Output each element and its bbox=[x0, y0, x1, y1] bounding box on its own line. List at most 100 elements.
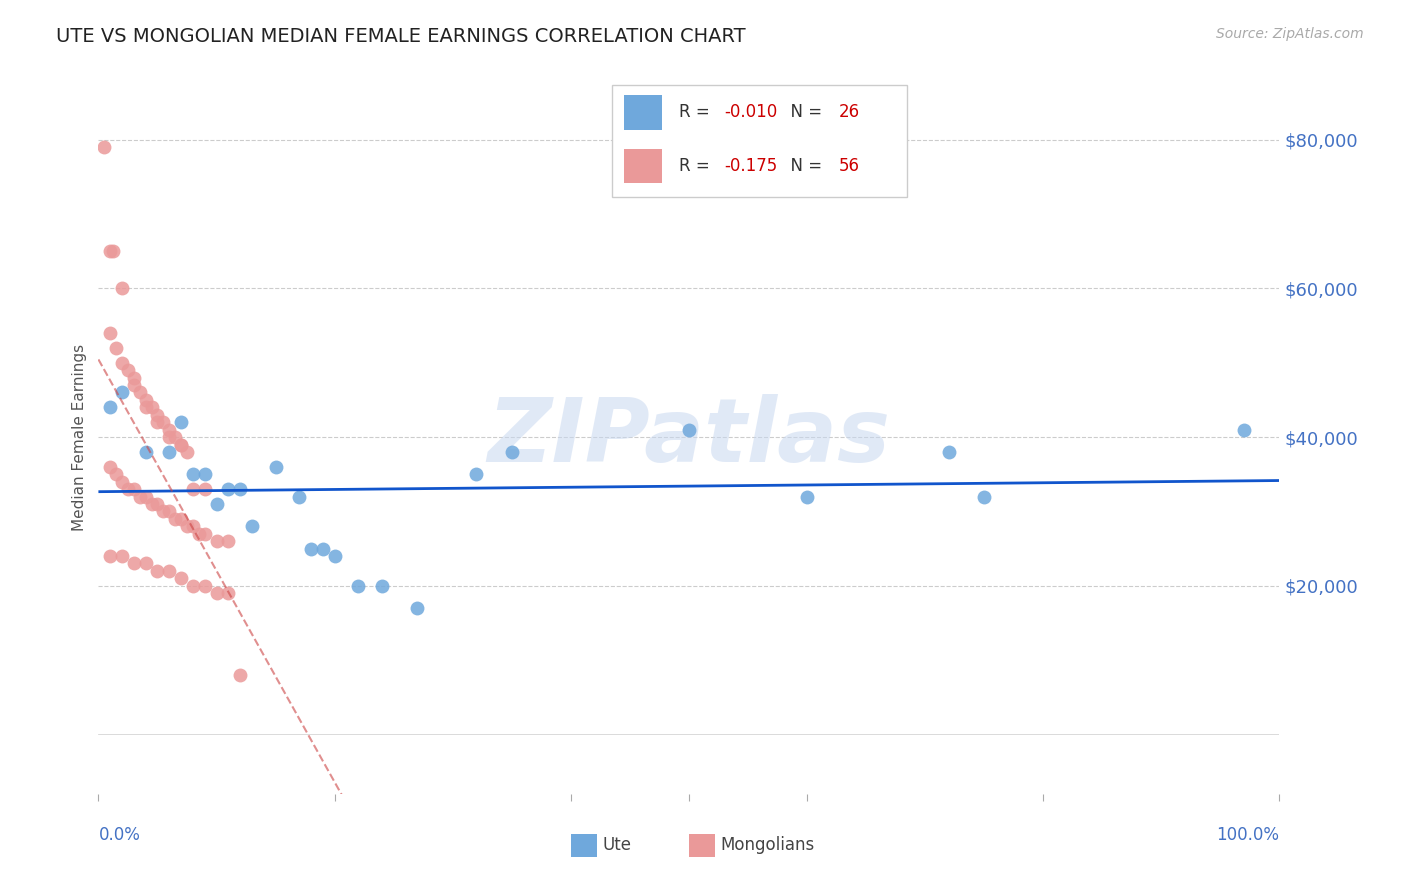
Point bbox=[205, 586, 228, 600]
Point bbox=[98, 244, 121, 259]
Point bbox=[146, 497, 169, 511]
Point bbox=[111, 385, 134, 400]
Point bbox=[146, 564, 169, 578]
Point bbox=[111, 356, 134, 370]
FancyBboxPatch shape bbox=[571, 834, 596, 856]
Point bbox=[135, 445, 157, 459]
Text: N =: N = bbox=[780, 103, 827, 121]
Text: N =: N = bbox=[780, 157, 827, 175]
Point bbox=[122, 370, 145, 384]
Point bbox=[465, 467, 488, 482]
Point bbox=[194, 467, 217, 482]
FancyBboxPatch shape bbox=[624, 95, 662, 129]
Point bbox=[111, 549, 134, 563]
Text: Source: ZipAtlas.com: Source: ZipAtlas.com bbox=[1216, 27, 1364, 41]
Point bbox=[288, 490, 311, 504]
Point bbox=[135, 557, 157, 571]
Point bbox=[165, 512, 187, 526]
FancyBboxPatch shape bbox=[624, 149, 662, 183]
Text: 0.0%: 0.0% bbox=[98, 826, 141, 844]
Point bbox=[141, 401, 163, 415]
Text: Mongolians: Mongolians bbox=[721, 837, 815, 855]
Point bbox=[170, 437, 193, 451]
FancyBboxPatch shape bbox=[689, 834, 714, 856]
Text: 26: 26 bbox=[839, 103, 860, 121]
Point bbox=[181, 482, 204, 496]
Point bbox=[170, 437, 193, 451]
Point bbox=[371, 579, 394, 593]
Text: R =: R = bbox=[679, 103, 716, 121]
Point bbox=[229, 668, 252, 682]
Point bbox=[135, 392, 157, 407]
Text: -0.175: -0.175 bbox=[724, 157, 778, 175]
Point bbox=[157, 445, 180, 459]
Point bbox=[135, 401, 157, 415]
Point bbox=[176, 519, 198, 533]
Point bbox=[146, 408, 169, 422]
Point bbox=[181, 579, 204, 593]
Point bbox=[128, 385, 150, 400]
Point bbox=[122, 378, 145, 392]
Point bbox=[347, 579, 370, 593]
Text: 56: 56 bbox=[839, 157, 860, 175]
Point bbox=[194, 526, 217, 541]
Point bbox=[181, 467, 204, 482]
Point bbox=[678, 423, 700, 437]
Point bbox=[157, 430, 180, 444]
Point bbox=[217, 586, 239, 600]
Point bbox=[501, 445, 523, 459]
Point bbox=[157, 423, 180, 437]
Point bbox=[117, 482, 139, 496]
Point bbox=[122, 557, 145, 571]
Point bbox=[128, 490, 150, 504]
Point bbox=[117, 363, 139, 377]
Point bbox=[176, 445, 198, 459]
Text: Ute: Ute bbox=[603, 837, 631, 855]
Point bbox=[181, 519, 204, 533]
Point bbox=[194, 579, 217, 593]
Point bbox=[101, 244, 124, 259]
Point bbox=[217, 534, 239, 549]
Point bbox=[111, 475, 134, 489]
Point bbox=[187, 526, 209, 541]
Point bbox=[264, 459, 287, 474]
Point bbox=[98, 326, 121, 340]
Text: 100.0%: 100.0% bbox=[1216, 826, 1279, 844]
Text: -0.010: -0.010 bbox=[724, 103, 778, 121]
Point bbox=[93, 140, 115, 154]
Point bbox=[135, 490, 157, 504]
Point bbox=[796, 490, 818, 504]
Point bbox=[205, 534, 228, 549]
Point bbox=[152, 504, 174, 518]
Point bbox=[170, 571, 193, 585]
Point bbox=[217, 482, 239, 496]
Point bbox=[105, 467, 128, 482]
Point bbox=[105, 341, 128, 355]
Text: UTE VS MONGOLIAN MEDIAN FEMALE EARNINGS CORRELATION CHART: UTE VS MONGOLIAN MEDIAN FEMALE EARNINGS … bbox=[56, 27, 745, 45]
Point bbox=[299, 541, 322, 556]
Point bbox=[205, 497, 228, 511]
Point bbox=[122, 482, 145, 496]
Point bbox=[170, 415, 193, 429]
Point bbox=[312, 541, 335, 556]
Point bbox=[98, 459, 121, 474]
Text: ZIPatlas: ZIPatlas bbox=[488, 393, 890, 481]
Text: R =: R = bbox=[679, 157, 716, 175]
Point bbox=[157, 564, 180, 578]
Point bbox=[406, 601, 429, 615]
Y-axis label: Median Female Earnings: Median Female Earnings bbox=[72, 343, 87, 531]
Point bbox=[973, 490, 995, 504]
Point bbox=[152, 415, 174, 429]
Point bbox=[157, 504, 180, 518]
Point bbox=[229, 482, 252, 496]
Point bbox=[938, 445, 960, 459]
FancyBboxPatch shape bbox=[612, 85, 907, 197]
Point bbox=[98, 401, 121, 415]
Point bbox=[98, 549, 121, 563]
Point bbox=[323, 549, 346, 563]
Point bbox=[240, 519, 263, 533]
Point bbox=[141, 497, 163, 511]
Point bbox=[111, 281, 134, 295]
Point bbox=[1233, 423, 1256, 437]
Point bbox=[165, 430, 187, 444]
